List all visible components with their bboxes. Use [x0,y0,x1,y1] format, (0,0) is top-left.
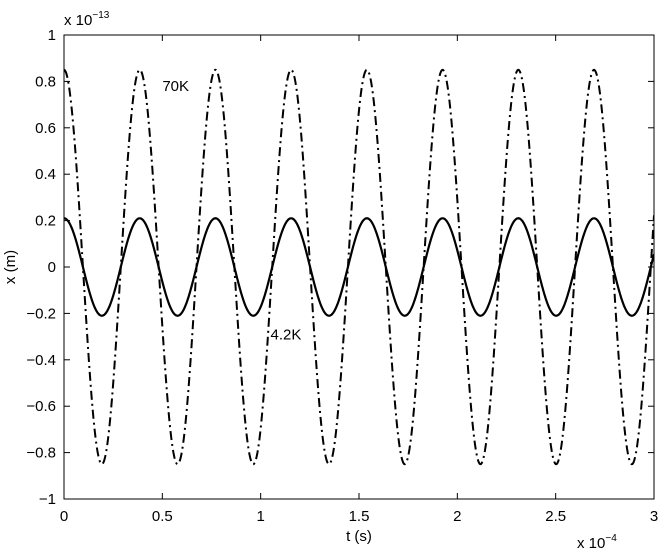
y-tick-label: −0.2 [26,305,56,322]
y-tick-label: 0.8 [35,73,56,90]
x-tick-label: 0.5 [152,508,173,525]
series-line-4-2k [64,217,654,317]
annotation-70k: 70K [162,78,189,95]
y-tick-label: 0.2 [35,213,56,230]
x-tick-label: 3 [650,508,658,525]
y-multiplier-base: x 10 [64,12,92,29]
y-tick-label: 1 [48,27,56,44]
plot-frame [63,34,655,500]
y-tick-label: 0.4 [35,166,56,183]
x-axis-multiplier: x 10−4 [577,533,617,552]
y-tick-label: 0 [48,259,56,276]
y-axis-multiplier: x 10−13 [64,10,110,29]
x-multiplier-exponent: −4 [605,533,617,544]
y-tick-label: −0.6 [26,398,56,415]
x-multiplier-base: x 10 [577,535,605,552]
x-tick-label: 2 [453,508,461,525]
annotation-4-2k: 4.2K [271,326,302,343]
x-axis-label: t (s) [346,528,372,545]
series-line-70k [64,68,654,466]
y-tick-label: −0.4 [26,352,56,369]
y-axis-label: x (m) [2,250,19,284]
x-tick-label: 2.5 [545,508,566,525]
y-multiplier-exponent: −13 [92,10,109,21]
y-tick-label: −1 [39,491,56,508]
x-tick-label: 0 [60,508,68,525]
y-tick-label: 0.6 [35,120,56,137]
x-tick-label: 1.5 [349,508,370,525]
x-tick-label: 1 [256,508,264,525]
y-tick-label: −0.8 [26,445,56,462]
